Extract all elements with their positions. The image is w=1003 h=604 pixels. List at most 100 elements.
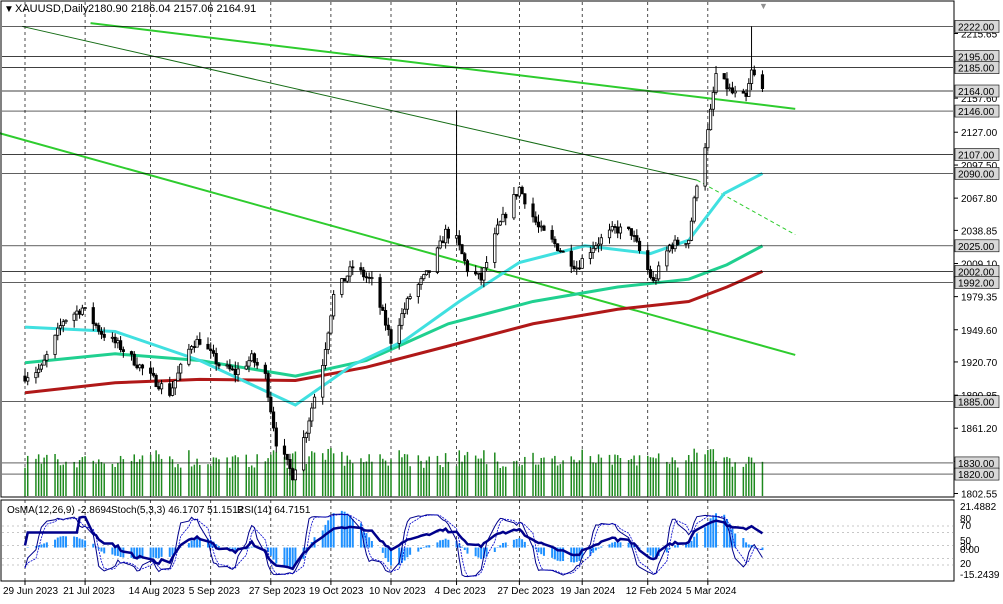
- candle-body: [274, 427, 278, 447]
- y-tick-label: 2038.85: [961, 226, 998, 237]
- ohlc-readout: 2180.90 2186.04 2157.06 2164.91: [88, 3, 256, 15]
- oscillator-tick-label: 70: [960, 521, 972, 532]
- price-level-label: 2146.00: [958, 107, 995, 118]
- candle-body: [53, 334, 57, 355]
- candle-body: [454, 235, 459, 239]
- candle-body: [323, 349, 328, 366]
- candle-body: [534, 216, 538, 223]
- candle-body: [498, 221, 502, 226]
- candle-body: [329, 315, 333, 334]
- price-level-label: 2107.00: [958, 150, 995, 161]
- oscillator-tick-label: 50: [960, 536, 972, 547]
- candle-body: [665, 250, 669, 267]
- candle-body: [708, 108, 713, 131]
- candle-body: [351, 266, 355, 269]
- candle-body: [517, 186, 521, 197]
- candle-body: [288, 459, 292, 470]
- candle-body: [78, 310, 82, 315]
- candle-body: [304, 432, 308, 439]
- y-tick-label: 1920.70: [961, 358, 998, 369]
- candle-body: [282, 445, 287, 455]
- candle-body: [310, 407, 314, 422]
- candle-body: [539, 225, 543, 228]
- candle-body: [42, 359, 46, 366]
- oscillator-tick-label: 30: [960, 542, 972, 553]
- candle-body: [591, 247, 595, 254]
- candle-body: [266, 373, 270, 398]
- trendline: [0, 132, 796, 356]
- candle-body: [236, 368, 240, 376]
- candle-body: [64, 319, 68, 323]
- candle-body: [255, 361, 259, 366]
- y-tick-label: 1979.35: [961, 293, 998, 304]
- candle-body: [463, 253, 467, 262]
- candle-body: [381, 306, 385, 311]
- candle-body: [512, 194, 516, 219]
- candle-body: [588, 252, 592, 259]
- candle-body: [173, 380, 177, 389]
- candle-body: [610, 226, 614, 231]
- candle-body: [476, 272, 481, 275]
- candle-body: [34, 372, 38, 379]
- candle-body: [747, 83, 751, 97]
- candle-body: [646, 250, 650, 271]
- candle-body: [332, 294, 336, 317]
- candle-body: [446, 228, 450, 239]
- y-tick-label: 2067.80: [961, 194, 998, 205]
- candle-body: [56, 327, 60, 336]
- candle-body: [616, 226, 620, 234]
- candle-body: [345, 275, 349, 282]
- y-tick-label: 1802.55: [961, 490, 998, 501]
- candle-body: [285, 453, 289, 460]
- candle-body: [676, 239, 680, 245]
- candle-body: [542, 225, 546, 231]
- candle-body: [75, 310, 79, 315]
- x-tick-label: 14 Aug 2023: [129, 586, 186, 597]
- candle-body: [460, 244, 464, 255]
- candle-body: [195, 339, 199, 348]
- candle-body: [495, 224, 500, 235]
- candle-body: [501, 213, 505, 223]
- oscillator-tick-label: -15.2439: [960, 570, 1000, 581]
- candle-body: [725, 78, 729, 90]
- candle-body: [408, 296, 412, 299]
- price-level-label: 1885.00: [958, 398, 995, 409]
- candle-body: [419, 278, 423, 285]
- candle-body: [94, 323, 98, 326]
- y-tick-label: 1949.60: [961, 326, 998, 337]
- stoch-readout: Stoch(5,3,3) 46.1707 51.1512: [111, 505, 244, 516]
- candle-body: [618, 226, 623, 234]
- candle-body: [523, 193, 527, 205]
- candle-body: [135, 364, 139, 369]
- candle-body: [269, 396, 273, 413]
- candle-body: [263, 364, 267, 374]
- y-tick-label: 2127.00: [961, 128, 998, 139]
- chart-shift-marker-icon[interactable]: ▼: [759, 1, 768, 11]
- candle-body: [151, 372, 155, 376]
- price-level-box: [954, 61, 1000, 74]
- candle-body: [312, 396, 317, 409]
- trendline: [90, 22, 796, 110]
- candle-body: [422, 274, 426, 280]
- chart-toggle-icon[interactable]: ▼: [4, 4, 14, 15]
- stochastic-main-line: [24, 513, 763, 578]
- candle-body: [752, 69, 756, 76]
- candle-body: [607, 229, 612, 239]
- price-level-label: 2002.00: [958, 267, 995, 278]
- candle-body: [359, 267, 363, 271]
- y-tick-label: 2097.50: [961, 161, 998, 172]
- price-level-label: 2090.00: [958, 169, 995, 180]
- candle-body: [247, 360, 251, 367]
- candle-body: [97, 325, 101, 332]
- candle-body: [575, 267, 579, 270]
- price-level-label: 1992.00: [958, 279, 995, 290]
- candle-body: [599, 237, 603, 245]
- candle-body: [673, 239, 677, 250]
- candle-body: [39, 364, 43, 370]
- price-level-label: 2185.00: [958, 64, 995, 75]
- x-tick-label: 10 Nov 2023: [369, 586, 426, 597]
- y-tick-label: 2157.60: [961, 94, 998, 105]
- candle-body: [250, 353, 254, 362]
- candle-body: [198, 339, 202, 345]
